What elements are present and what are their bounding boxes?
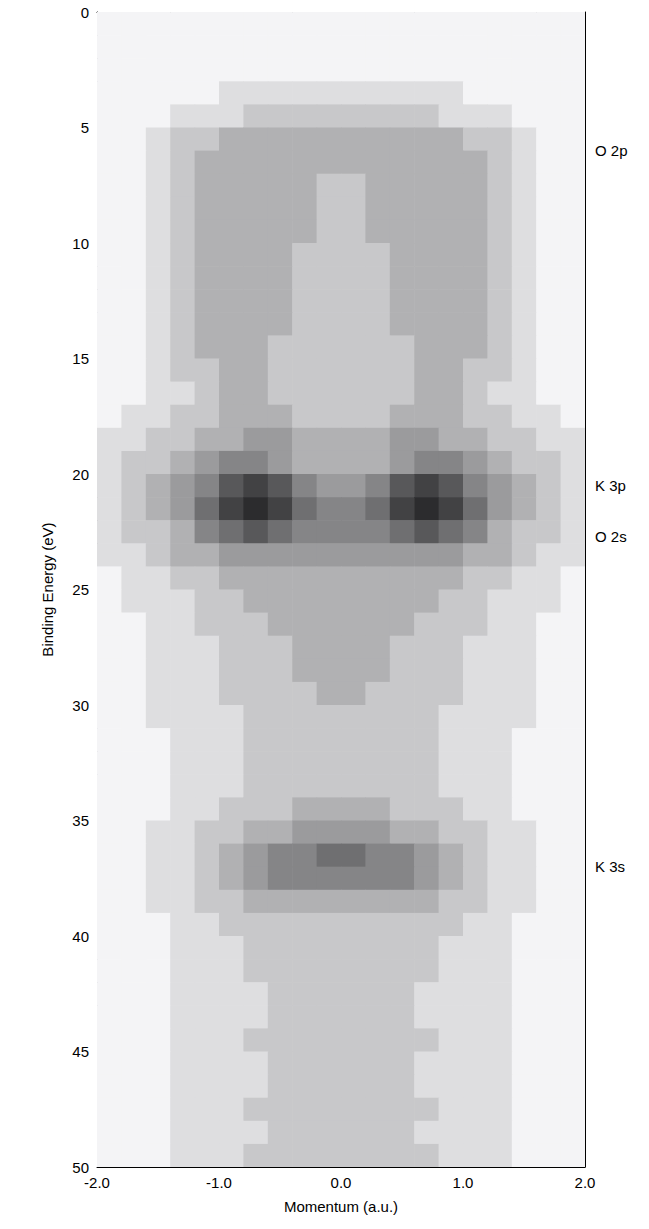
svg-text:5: 5 [81, 119, 89, 136]
svg-text:O 2s: O 2s [595, 528, 627, 545]
svg-text:50: 50 [72, 1159, 89, 1176]
svg-text:10: 10 [72, 235, 89, 252]
svg-text:0.0: 0.0 [331, 1174, 352, 1191]
svg-text:0: 0 [81, 4, 89, 21]
svg-text:O 2p: O 2p [595, 142, 628, 159]
svg-text:-1.0: -1.0 [206, 1174, 232, 1191]
svg-text:1.0: 1.0 [453, 1174, 474, 1191]
svg-text:K 3p: K 3p [595, 477, 626, 494]
svg-text:30: 30 [72, 697, 89, 714]
svg-text:-2.0: -2.0 [84, 1174, 110, 1191]
svg-text:2.0: 2.0 [575, 1174, 596, 1191]
svg-text:25: 25 [72, 581, 89, 598]
svg-text:Binding Energy (eV): Binding Energy (eV) [39, 522, 56, 656]
svg-text:Momentum (a.u.): Momentum (a.u.) [284, 1198, 398, 1215]
svg-text:40: 40 [72, 928, 89, 945]
svg-text:35: 35 [72, 812, 89, 829]
svg-text:20: 20 [72, 466, 89, 483]
svg-text:K 3s: K 3s [595, 858, 625, 875]
svg-text:15: 15 [72, 350, 89, 367]
svg-text:45: 45 [72, 1043, 89, 1060]
